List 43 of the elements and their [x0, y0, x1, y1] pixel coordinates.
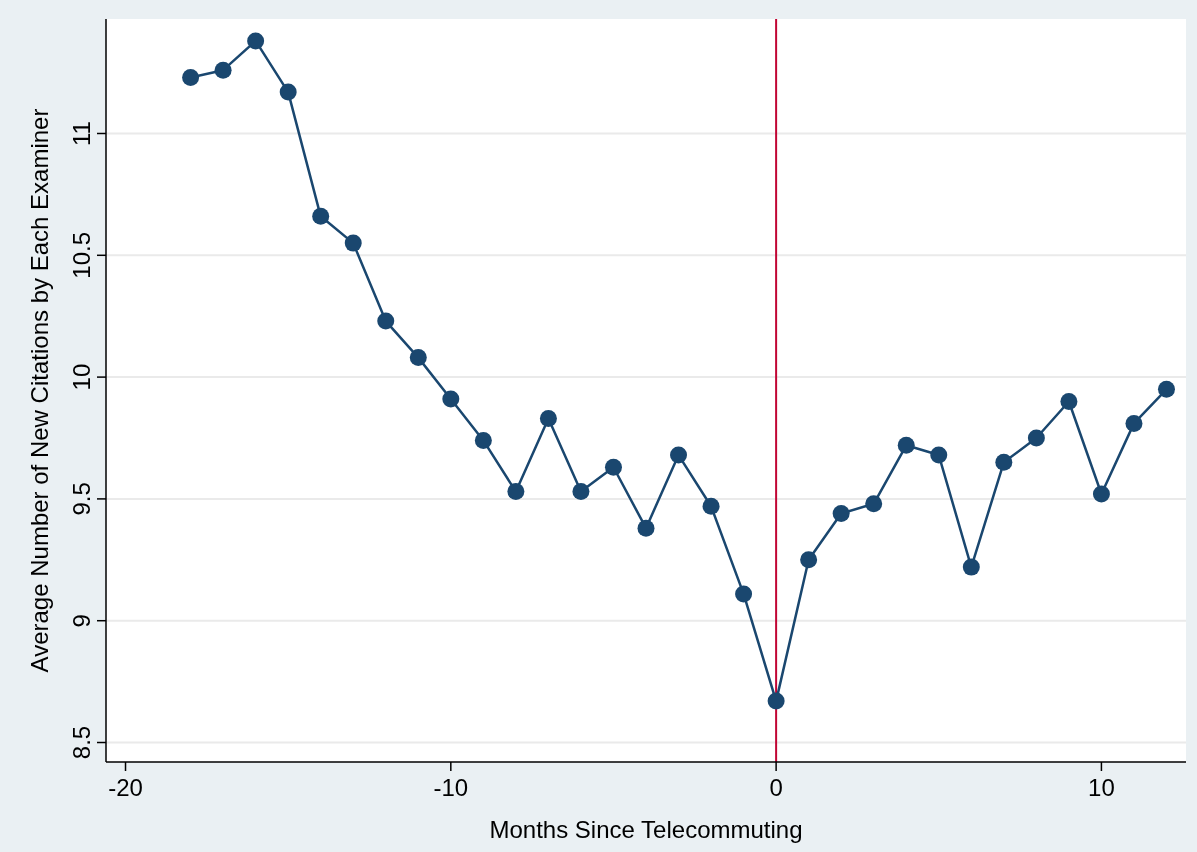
x-tick-label: -20	[108, 774, 143, 801]
point	[279, 83, 297, 101]
x-tick-label: 0	[769, 774, 783, 801]
point	[832, 505, 850, 523]
point	[344, 234, 362, 252]
x-tick-label: 10	[1088, 774, 1115, 801]
y-tick-label: 8.5	[68, 725, 95, 760]
point	[1060, 392, 1078, 410]
point	[1125, 414, 1143, 432]
point	[962, 558, 980, 576]
point	[995, 453, 1013, 471]
point	[572, 483, 590, 501]
y-tick-label: 10.5	[68, 231, 95, 279]
x-axis-title: Months Since Telecommuting	[489, 816, 803, 843]
point	[1092, 485, 1110, 503]
point	[474, 431, 492, 449]
point	[670, 446, 688, 464]
point	[865, 495, 883, 513]
point	[1027, 429, 1045, 447]
y-axis-title: Average Number of New Citations by Each Examiner	[26, 108, 53, 673]
point	[637, 519, 655, 537]
point	[767, 692, 785, 710]
point	[442, 390, 460, 408]
point	[214, 61, 232, 79]
point	[409, 349, 427, 367]
point	[312, 207, 330, 225]
point	[377, 312, 395, 330]
point	[702, 497, 720, 515]
point	[1157, 380, 1175, 398]
point	[604, 458, 622, 476]
y-tick-label: 11	[68, 121, 95, 146]
y-tick-label: 9.5	[68, 482, 95, 516]
y-tick-label: 10	[68, 363, 95, 391]
point	[897, 436, 915, 454]
point	[507, 483, 525, 501]
point	[182, 68, 200, 86]
y-tick-label: 9	[68, 614, 95, 628]
point	[247, 32, 265, 50]
point	[735, 585, 753, 603]
point	[539, 410, 557, 428]
x-tick-label: -10	[433, 774, 469, 801]
point	[800, 551, 818, 569]
point	[930, 446, 948, 464]
